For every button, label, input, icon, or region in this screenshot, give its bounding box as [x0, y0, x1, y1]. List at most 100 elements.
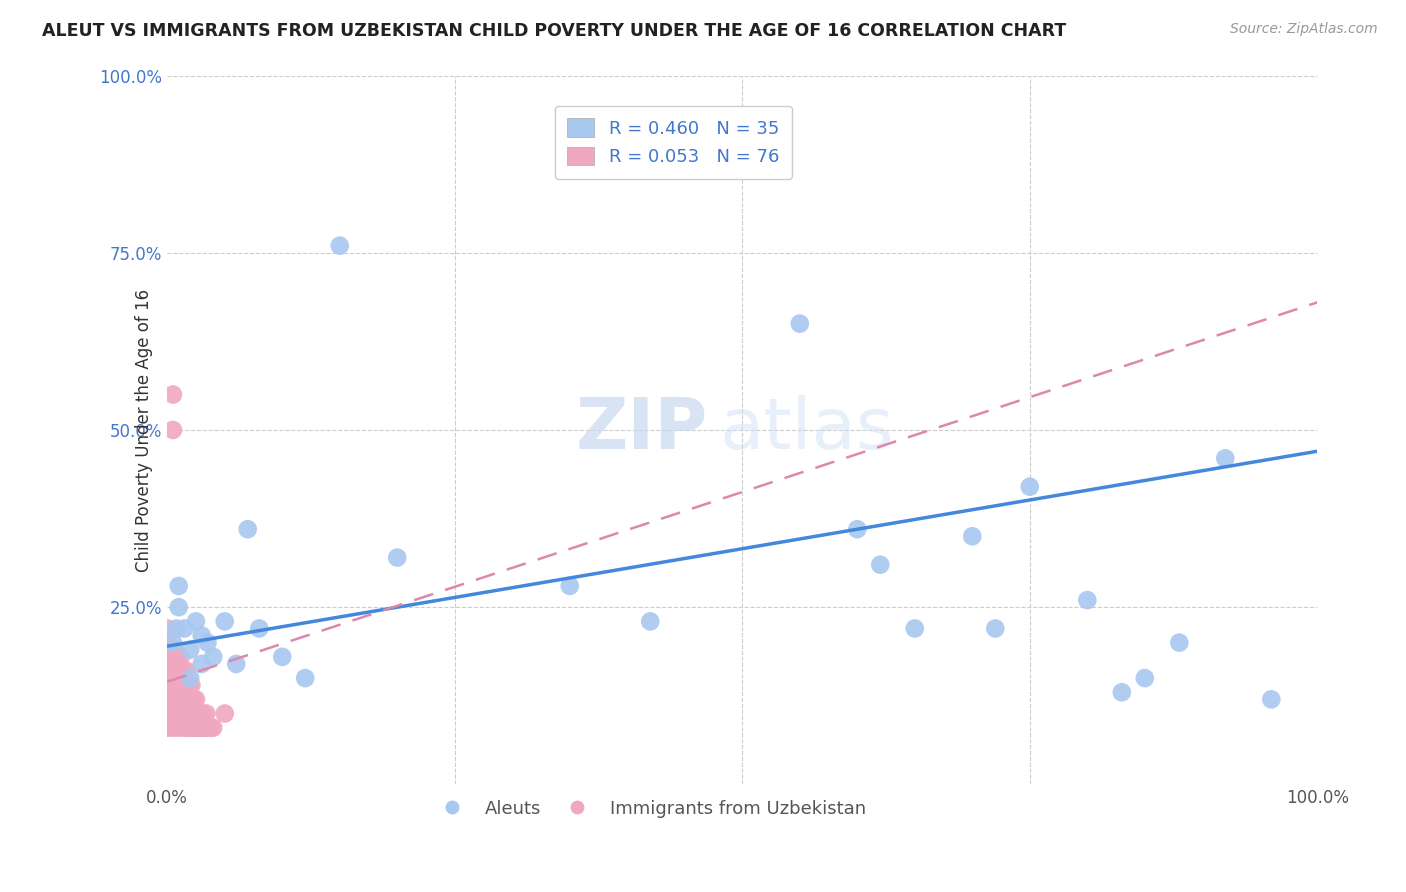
Point [156, 699, 179, 714]
Point [1133, 671, 1156, 685]
Point [156, 649, 179, 664]
Point [156, 706, 179, 721]
Point [236, 522, 259, 536]
Point [962, 529, 984, 543]
Point [1213, 451, 1236, 466]
Point [214, 615, 236, 629]
Point [156, 671, 179, 685]
Point [329, 238, 352, 252]
Point [190, 657, 212, 671]
Point [167, 692, 190, 706]
Point [165, 622, 187, 636]
Point [191, 706, 214, 721]
Point [167, 721, 190, 735]
Point [177, 721, 200, 735]
Point [202, 649, 225, 664]
Point [162, 706, 184, 721]
Point [180, 678, 202, 692]
Point [156, 692, 179, 706]
Point [156, 671, 179, 685]
Point [172, 678, 194, 692]
Point [165, 706, 187, 721]
Point [156, 657, 179, 671]
Point [170, 649, 193, 664]
Point [165, 657, 187, 671]
Point [177, 692, 200, 706]
Legend: Aleuts, Immigrants from Uzbekistan: Aleuts, Immigrants from Uzbekistan [427, 793, 873, 825]
Point [184, 721, 207, 735]
Point [170, 678, 193, 692]
Point [156, 721, 179, 735]
Point [167, 706, 190, 721]
Point [1168, 635, 1191, 649]
Y-axis label: Child Poverty Under the Age of 16: Child Poverty Under the Age of 16 [135, 288, 153, 572]
Point [181, 706, 204, 721]
Point [166, 649, 188, 664]
Text: Source: ZipAtlas.com: Source: ZipAtlas.com [1230, 22, 1378, 37]
Point [187, 721, 209, 735]
Point [156, 692, 179, 706]
Point [184, 615, 207, 629]
Point [174, 678, 197, 692]
Point [184, 706, 207, 721]
Point [190, 721, 212, 735]
Point [1018, 480, 1040, 494]
Point [1111, 685, 1133, 699]
Point [167, 600, 190, 615]
Point [188, 706, 211, 721]
Text: ZIP: ZIP [575, 395, 707, 465]
Point [165, 671, 187, 685]
Point [846, 522, 869, 536]
Point [1076, 593, 1098, 607]
Point [197, 721, 219, 735]
Point [200, 721, 222, 735]
Point [193, 721, 215, 735]
Point [186, 706, 208, 721]
Point [190, 721, 212, 735]
Point [194, 721, 217, 735]
Point [172, 706, 194, 721]
Point [170, 664, 193, 678]
Point [179, 706, 201, 721]
Point [177, 706, 200, 721]
Point [1260, 692, 1282, 706]
Point [156, 706, 179, 721]
Point [984, 622, 1007, 636]
Point [156, 635, 179, 649]
Point [162, 635, 184, 649]
Text: ALEUT VS IMMIGRANTS FROM UZBEKISTAN CHILD POVERTY UNDER THE AGE OF 16 CORRELATIO: ALEUT VS IMMIGRANTS FROM UZBEKISTAN CHIL… [42, 22, 1066, 40]
Point [156, 657, 179, 671]
Point [184, 721, 207, 735]
Point [387, 550, 409, 565]
Point [638, 615, 661, 629]
Point [166, 664, 188, 678]
Point [225, 657, 247, 671]
Point [162, 423, 184, 437]
Point [165, 692, 187, 706]
Point [190, 629, 212, 643]
Point [179, 642, 201, 657]
Point [558, 579, 581, 593]
Point [172, 664, 194, 678]
Point [214, 706, 236, 721]
Point [271, 649, 294, 664]
Point [156, 685, 179, 699]
Point [165, 642, 187, 657]
Point [156, 721, 179, 735]
Point [176, 664, 198, 678]
Point [294, 671, 316, 685]
Point [789, 317, 811, 331]
Point [172, 692, 194, 706]
Point [904, 622, 927, 636]
Point [869, 558, 891, 572]
Point [173, 721, 195, 735]
Point [156, 649, 179, 664]
Point [156, 714, 179, 728]
Point [165, 678, 187, 692]
Point [173, 622, 195, 636]
Point [162, 387, 184, 401]
Point [174, 692, 197, 706]
Point [183, 692, 205, 706]
Point [247, 622, 270, 636]
Point [181, 721, 204, 735]
